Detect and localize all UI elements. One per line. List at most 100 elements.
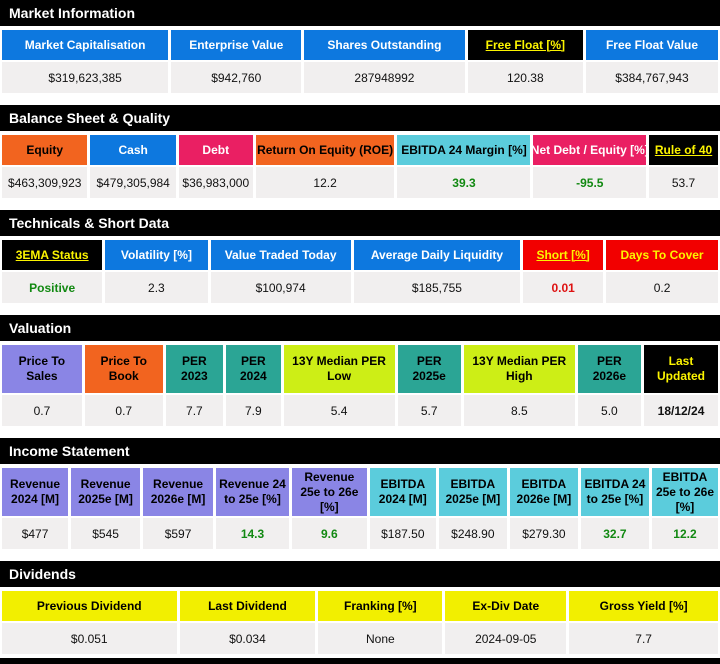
13y-median-per-low-header: 13Y Median PER Low <box>283 345 395 393</box>
last-updated-value: 18/12/24 <box>644 395 718 426</box>
col-gross-yield: Gross Yield [%] 7.7 <box>569 591 718 654</box>
market-capitalisation-value: $319,623,385 <box>2 62 169 93</box>
col-free-float-pct: Free Float [%] 120.38 <box>467 30 583 93</box>
ebitda-24-to-25e-value: 32.7 <box>580 518 649 549</box>
valuation-table: Price To Sales 0.7 Price To Book 0.7 PER… <box>2 345 718 426</box>
days-to-cover-value: 0.2 <box>606 272 719 303</box>
volatility-header: Volatility [%] <box>105 240 208 270</box>
revenue-2024-value: $477 <box>2 518 69 549</box>
per-2023-value: 7.7 <box>165 395 224 426</box>
per-2025e-value: 5.7 <box>397 395 461 426</box>
shares-outstanding-header: Shares Outstanding <box>304 30 465 60</box>
col-per-2026e: PER 2026e 5.0 <box>577 345 642 426</box>
col-price-to-sales: Price To Sales 0.7 <box>2 345 82 426</box>
col-revenue-25e-to-26e: Revenue 25e to 26e [%] 9.6 <box>291 468 367 549</box>
net-debt-equity-header: Net Debt / Equity [%] <box>531 135 649 165</box>
dividends-table: Previous Dividend $0.051 Last Dividend $… <box>2 591 718 654</box>
col-net-debt-equity: Net Debt / Equity [%] -95.5 <box>531 135 649 198</box>
equity-header: Equity <box>2 135 88 165</box>
revenue-25e-to-26e-header: Revenue 25e to 26e [%] <box>291 468 367 516</box>
gross-yield-value: 7.7 <box>569 623 718 654</box>
revenue-2025e-value: $545 <box>71 518 141 549</box>
per-2026e-header: PER 2026e <box>577 345 642 393</box>
free-float-pct-value: 120.38 <box>467 62 583 93</box>
last-updated-header: Last Updated <box>644 345 718 393</box>
revenue-24-to-25e-value: 14.3 <box>216 518 289 549</box>
col-rule-of-40: Rule of 40 53.7 <box>649 135 719 198</box>
col-13y-median-per-high: 13Y Median PER High 8.5 <box>463 345 575 426</box>
col-per-2023: PER 2023 7.7 <box>165 345 224 426</box>
revenue-25e-to-26e-value: 9.6 <box>291 518 367 549</box>
free-float-pct-link[interactable]: Free Float [%] <box>467 30 583 60</box>
col-last-dividend: Last Dividend $0.034 <box>179 591 316 654</box>
ebitda-24-to-25e-header: EBITDA 24 to 25e [%] <box>580 468 649 516</box>
col-debt: Debt $36,983,000 <box>178 135 253 198</box>
per-2024-header: PER 2024 <box>226 345 281 393</box>
ebitda-2026e-value: $279.30 <box>509 518 578 549</box>
13y-median-per-high-header: 13Y Median PER High <box>463 345 575 393</box>
enterprise-value-header: Enterprise Value <box>171 30 302 60</box>
col-revenue-2024: Revenue 2024 [M] $477 <box>2 468 69 549</box>
rule-of-40-link[interactable]: Rule of 40 <box>649 135 719 165</box>
col-value-traded-today: Value Traded Today $100,974 <box>210 240 351 303</box>
ebitda-24-margin-header: EBITDA 24 Margin [%] <box>397 135 531 165</box>
short-pct-link[interactable]: Short [%] <box>523 240 604 270</box>
ebitda-24-margin-value: 39.3 <box>397 167 531 198</box>
col-enterprise-value: Enterprise Value $942,760 <box>171 30 302 93</box>
debt-value: $36,983,000 <box>178 167 253 198</box>
ex-div-date-value: 2024-09-05 <box>445 623 567 654</box>
franking-value: None <box>318 623 443 654</box>
13y-median-per-high-value: 8.5 <box>463 395 575 426</box>
revenue-2025e-header: Revenue 2025e [M] <box>71 468 141 516</box>
col-revenue-24-to-25e: Revenue 24 to 25e [%] 14.3 <box>216 468 289 549</box>
last-dividend-value: $0.034 <box>179 623 316 654</box>
col-days-to-cover: Days To Cover 0.2 <box>606 240 719 303</box>
market-information-table: Market Capitalisation $319,623,385 Enter… <box>2 30 718 93</box>
ebitda-2024-header: EBITDA 2024 [M] <box>369 468 436 516</box>
col-revenue-2026e: Revenue 2026e [M] $597 <box>143 468 214 549</box>
3ema-status-value: Positive <box>2 272 103 303</box>
col-ex-div-date: Ex-Div Date 2024-09-05 <box>445 591 567 654</box>
technicals-table: 3EMA Status Positive Volatility [%] 2.3 … <box>2 240 719 303</box>
col-shares-outstanding: Shares Outstanding 287948992 <box>304 30 465 93</box>
section-title-balance-sheet: Balance Sheet & Quality <box>0 105 720 131</box>
price-to-sales-header: Price To Sales <box>2 345 82 393</box>
volatility-value: 2.3 <box>105 272 208 303</box>
revenue-2024-header: Revenue 2024 [M] <box>2 468 69 516</box>
short-pct-value: 0.01 <box>523 272 604 303</box>
income-statement-table: Revenue 2024 [M] $477 Revenue 2025e [M] … <box>2 468 719 549</box>
price-to-book-header: Price To Book <box>84 345 163 393</box>
col-franking: Franking [%] None <box>318 591 443 654</box>
col-cash: Cash $479,305,984 <box>90 135 176 198</box>
col-short-pct: Short [%] 0.01 <box>523 240 604 303</box>
ebitda-2024-value: $187.50 <box>369 518 436 549</box>
col-3ema-status: 3EMA Status Positive <box>2 240 103 303</box>
col-ebitda-2026e: EBITDA 2026e [M] $279.30 <box>509 468 578 549</box>
ex-div-date-header: Ex-Div Date <box>445 591 567 621</box>
free-float-value-header: Free Float Value <box>586 30 718 60</box>
roe-value: 12.2 <box>255 167 395 198</box>
col-market-capitalisation: Market Capitalisation $319,623,385 <box>2 30 169 93</box>
equity-value: $463,309,923 <box>2 167 88 198</box>
free-float-value-value: $384,767,943 <box>586 62 718 93</box>
13y-median-per-low-value: 5.4 <box>283 395 395 426</box>
average-daily-liquidity-value: $185,755 <box>353 272 521 303</box>
col-free-float-value: Free Float Value $384,767,943 <box>586 30 718 93</box>
rule-of-40-value: 53.7 <box>649 167 719 198</box>
col-price-to-book: Price To Book 0.7 <box>84 345 163 426</box>
cash-header: Cash <box>90 135 176 165</box>
revenue-2026e-value: $597 <box>143 518 214 549</box>
price-to-sales-value: 0.7 <box>2 395 82 426</box>
debt-header: Debt <box>178 135 253 165</box>
revenue-24-to-25e-header: Revenue 24 to 25e [%] <box>216 468 289 516</box>
ebitda-2025e-header: EBITDA 2025e [M] <box>438 468 507 516</box>
col-volatility: Volatility [%] 2.3 <box>105 240 208 303</box>
col-ebitda-25e-to-26e: EBITDA 25e to 26e [%] 12.2 <box>651 468 719 549</box>
gross-yield-header: Gross Yield [%] <box>569 591 718 621</box>
previous-dividend-header: Previous Dividend <box>2 591 177 621</box>
3ema-status-link[interactable]: 3EMA Status <box>2 240 103 270</box>
previous-dividend-value: $0.051 <box>2 623 177 654</box>
price-to-book-value: 0.7 <box>84 395 163 426</box>
section-title-valuation: Valuation <box>0 315 720 341</box>
per-2026e-value: 5.0 <box>577 395 642 426</box>
